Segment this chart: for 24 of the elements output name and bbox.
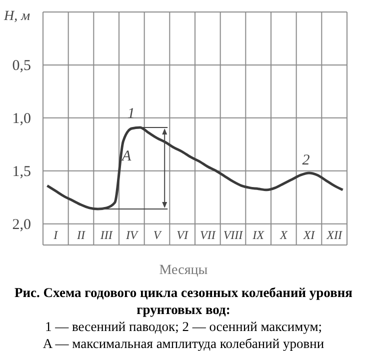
annotation: A — [121, 148, 132, 164]
x-tick-label: IV — [125, 228, 139, 242]
x-tick-label: VI — [176, 228, 189, 242]
x-tick-label: IX — [252, 228, 265, 242]
y-tick-label: 1,0 — [12, 110, 31, 127]
x-tick-label: XI — [302, 228, 316, 242]
x-tick-label: II — [76, 228, 86, 242]
line-series — [46, 126, 344, 210]
x-tick-label: VIII — [223, 228, 244, 242]
text: Рис. Схема годового цикла сезонных колебаний уровня грунтовых вод: — [14, 284, 354, 318]
x-tick-label: III — [99, 228, 114, 242]
x-axis-title: Месяцы — [158, 263, 209, 279]
x-tick-label: XII — [326, 228, 343, 242]
text: A — максимальная амплитуда колебаний уровни — [42, 335, 326, 351]
y-tick-label: 2,0 — [12, 216, 31, 233]
y-tick-label: 1,5 — [12, 164, 31, 180]
annotation: 2 — [302, 152, 310, 169]
text: 1 — весенний паводок; 2 — осенний максимум; — [44, 318, 323, 335]
x-tick-label: X — [278, 228, 288, 242]
x-tick-label: I — [52, 228, 59, 242]
y-tick-label: 0,5 — [12, 58, 31, 74]
x-tick-label: VII — [200, 228, 216, 242]
y-axis-title: H, м — [3, 9, 30, 24]
x-tick-label: V — [153, 228, 162, 242]
